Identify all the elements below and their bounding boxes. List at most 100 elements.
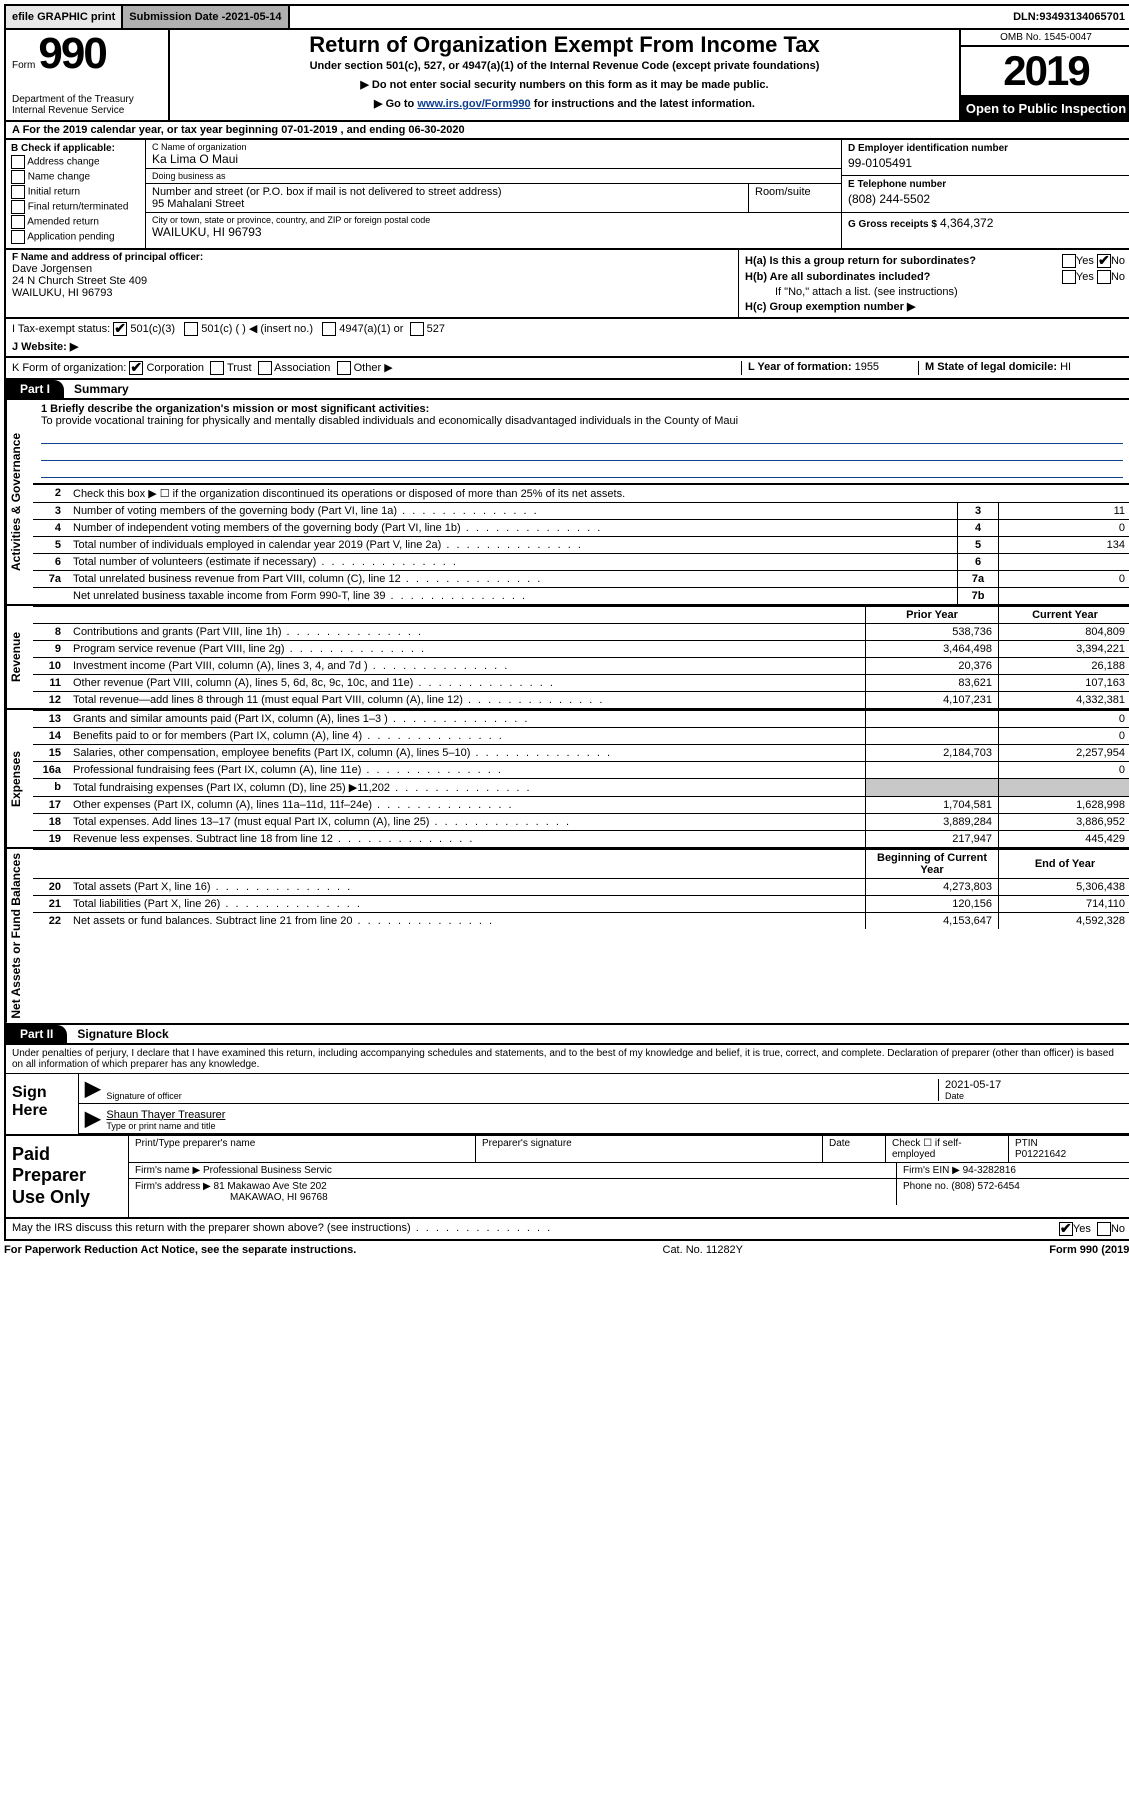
section-e: E Telephone number (808) 244-5502 xyxy=(842,176,1129,212)
signature-arrow-icon: ▶ xyxy=(85,1076,100,1101)
current-year-amt: 3,886,952 xyxy=(999,814,1129,831)
footer: For Paperwork Reduction Act Notice, see … xyxy=(4,1241,1129,1259)
firm-phone: (808) 572-6454 xyxy=(951,1181,1019,1192)
part1-tab: Part I xyxy=(6,380,64,398)
prep-name-label: Print/Type preparer's name xyxy=(129,1136,476,1162)
sections-i-j: I Tax-exempt status: 501(c)(3) 501(c) ( … xyxy=(4,319,1129,358)
chk-address-change[interactable]: Address change xyxy=(11,155,140,169)
officer-name-row: ▶ Shaun Thayer Treasurer Type or print n… xyxy=(79,1104,1129,1134)
prep-selfemp[interactable]: Check ☐ if self-employed xyxy=(886,1136,1009,1162)
open-inspection: Open to Public Inspection xyxy=(961,97,1129,120)
chk-amended-return[interactable]: Amended return xyxy=(11,215,140,229)
catalog-number: Cat. No. 11282Y xyxy=(663,1244,744,1256)
chk-association[interactable] xyxy=(258,361,272,375)
col-prior-year: Prior Year xyxy=(866,607,999,624)
l-label: L Year of formation: xyxy=(748,361,852,373)
sig-date: 2021-05-17 xyxy=(945,1079,1125,1091)
form990-link[interactable]: www.irs.gov/Form990 xyxy=(417,98,530,110)
table-row: 22Net assets or fund balances. Subtract … xyxy=(33,913,1129,930)
submission-date-value: 2021-05-14 xyxy=(225,11,281,23)
line4-val: 0 xyxy=(999,520,1129,537)
part1-title: Summary xyxy=(64,380,139,398)
k-label: K Form of organization: xyxy=(12,362,126,374)
mission-blank3 xyxy=(41,463,1123,478)
chk-name-change[interactable]: Name change xyxy=(11,170,140,184)
header-left: Form 990 Department of the Treasury Inte… xyxy=(6,30,170,120)
current-year-amt: 107,163 xyxy=(999,675,1129,692)
discuss-no[interactable] xyxy=(1097,1222,1111,1236)
chk-corporation[interactable] xyxy=(129,361,143,375)
expenses-table: 13Grants and similar amounts paid (Part … xyxy=(33,710,1129,847)
chk-527[interactable] xyxy=(410,322,424,336)
table-row: 19Revenue less expenses. Subtract line 1… xyxy=(33,831,1129,848)
signature-block: Under penalties of perjury, I declare th… xyxy=(4,1045,1129,1136)
line-desc: Other expenses (Part IX, column (A), lin… xyxy=(67,797,866,814)
line-desc: Total revenue—add lines 8 through 11 (mu… xyxy=(67,692,866,709)
line7a-val: 0 xyxy=(999,571,1129,588)
line4-desc: Number of independent voting members of … xyxy=(67,520,958,537)
section-f: F Name and address of principal officer:… xyxy=(6,250,738,317)
discuss-yes[interactable] xyxy=(1059,1222,1073,1236)
chk-other[interactable] xyxy=(337,361,351,375)
officer-addr2: WAILUKU, HI 96793 xyxy=(12,287,732,299)
firm-ein: 94-3282816 xyxy=(963,1165,1016,1176)
dln-label: DLN: xyxy=(1013,11,1039,23)
officer-addr1: 24 N Church Street Ste 409 xyxy=(12,275,732,287)
chk-final-return[interactable]: Final return/terminated xyxy=(11,200,140,214)
section-k: K Form of organization: Corporation Trus… xyxy=(12,361,741,375)
line-desc: Salaries, other compensation, employee b… xyxy=(67,745,866,762)
prior-year-amt: 120,156 xyxy=(866,896,999,913)
current-year-amt: 445,429 xyxy=(999,831,1129,848)
header-right: OMB No. 1545-0047 2019 Open to Public In… xyxy=(959,30,1129,120)
efile-label[interactable]: efile GRAPHIC print xyxy=(6,6,123,28)
header-center: Return of Organization Exempt From Incom… xyxy=(170,30,959,120)
prior-year-amt: 4,153,647 xyxy=(866,913,999,930)
i-label: I Tax-exempt status: xyxy=(12,323,110,335)
ptin-label: PTIN xyxy=(1015,1138,1038,1149)
line-desc: Total liabilities (Part X, line 26) xyxy=(67,896,866,913)
section-m: M State of legal domicile: HI xyxy=(918,361,1125,375)
name-arrow-icon: ▶ xyxy=(85,1106,100,1131)
table-row: 21Total liabilities (Part X, line 26)120… xyxy=(33,896,1129,913)
section-d: D Employer identification number 99-0105… xyxy=(842,140,1129,176)
line-desc: Program service revenue (Part VIII, line… xyxy=(67,641,866,658)
dept-treasury: Department of the Treasury Internal Reve… xyxy=(12,94,162,116)
current-year-amt: 0 xyxy=(999,762,1129,779)
sign-here-label: Sign Here xyxy=(6,1074,79,1134)
governance-table: 2Check this box ▶ ☐ if the organization … xyxy=(33,484,1129,604)
chk-501c3[interactable] xyxy=(113,322,127,336)
dln-cell: DLN: 93493134065701 xyxy=(1007,6,1129,28)
current-year-amt: 1,628,998 xyxy=(999,797,1129,814)
section-j: J Website: ▶ xyxy=(12,340,1125,353)
chk-application-pending[interactable]: Application pending xyxy=(11,230,140,244)
prior-year-amt: 2,184,703 xyxy=(866,745,999,762)
table-row: 14Benefits paid to or for members (Part … xyxy=(33,728,1129,745)
chk-trust[interactable] xyxy=(210,361,224,375)
sidebar-revenue: Revenue xyxy=(6,606,33,708)
officer-name: Dave Jorgensen xyxy=(12,263,732,275)
mission-label: 1 Briefly describe the organization's mi… xyxy=(41,403,1123,415)
line6-desc: Total number of volunteers (estimate if … xyxy=(67,554,958,571)
prior-year-amt xyxy=(866,779,999,797)
table-row: 18Total expenses. Add lines 13–17 (must … xyxy=(33,814,1129,831)
line7b-val xyxy=(999,588,1129,605)
table-row: 9Program service revenue (Part VIII, lin… xyxy=(33,641,1129,658)
chk-501c[interactable] xyxy=(184,322,198,336)
city-label: City or town, state or province, country… xyxy=(152,215,835,225)
table-row: 12Total revenue—add lines 8 through 11 (… xyxy=(33,692,1129,709)
link-suffix: for instructions and the latest informat… xyxy=(534,98,755,110)
current-year-amt: 3,394,221 xyxy=(999,641,1129,658)
hb-label: H(b) Are all subordinates included? xyxy=(745,271,930,283)
chk-initial-return[interactable]: Initial return xyxy=(11,185,140,199)
firm-name-label: Firm's name ▶ xyxy=(135,1165,200,1176)
section-c: C Name of organization Ka Lima O Maui Do… xyxy=(146,140,841,248)
chk-4947[interactable] xyxy=(322,322,336,336)
form-title: Return of Organization Exempt From Incom… xyxy=(176,32,953,58)
ein-value: 99-0105491 xyxy=(848,156,1125,170)
preparer-block: Paid Preparer Use Only Print/Type prepar… xyxy=(4,1136,1129,1219)
section-g: G Gross receipts $ 4,364,372 xyxy=(842,213,1129,248)
org-name: Ka Lima O Maui xyxy=(152,152,835,166)
current-year-amt: 0 xyxy=(999,728,1129,745)
room-label: Room/suite xyxy=(755,186,835,198)
col-eoy: End of Year xyxy=(999,850,1129,879)
